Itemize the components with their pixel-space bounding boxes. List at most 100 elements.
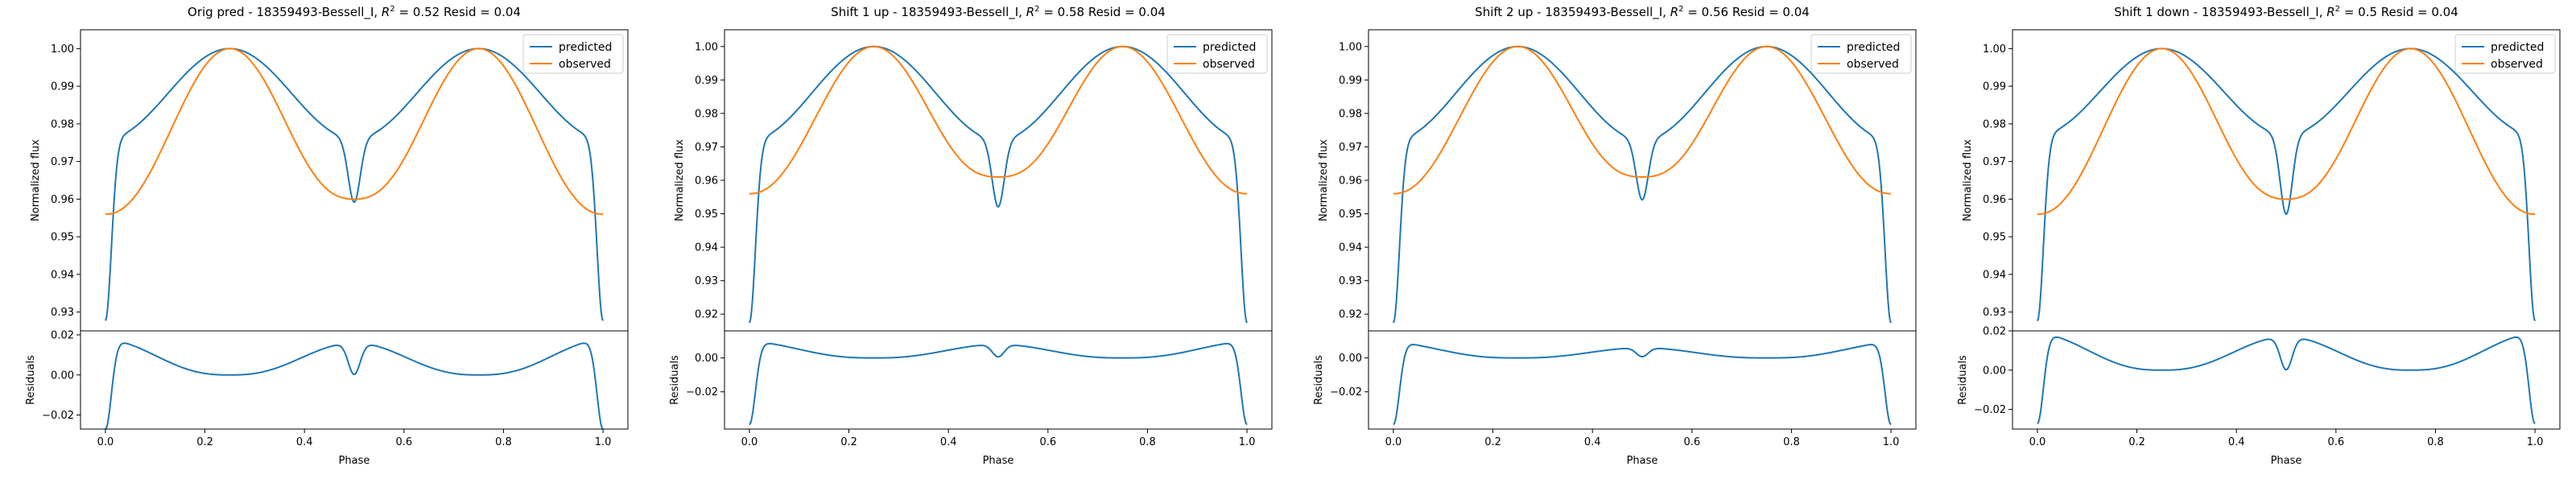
y-tick-label: 0.96 bbox=[1339, 175, 1362, 188]
y-tick-label: 1.00 bbox=[1339, 41, 1362, 53]
y-tick-label: 0.97 bbox=[695, 142, 718, 154]
y-tick-label: 1.00 bbox=[695, 41, 718, 53]
chart-title: Shift 2 up - 18359493-Bessell_I, R2 = 0.… bbox=[1475, 5, 1810, 20]
chart-panel-1: Orig pred - 18359493-Bessell_I, R2 = 0.5… bbox=[25, 5, 629, 467]
legend-label: observed bbox=[559, 58, 611, 71]
x-tick-label: 1.0 bbox=[595, 436, 612, 448]
x-tick-label: 0.6 bbox=[2327, 436, 2344, 448]
y-tick-label: 0.93 bbox=[695, 275, 718, 287]
bottom-axes-frame bbox=[1368, 330, 1917, 430]
series-residual-line bbox=[749, 342, 1248, 426]
x-tick-label: 0.0 bbox=[2029, 436, 2046, 448]
chart-panel-4: Shift 1 down - 18359493-Bessell_I, R2 = … bbox=[1957, 5, 2561, 467]
y-tick-label: 0.94 bbox=[1339, 242, 1362, 254]
y-tick-label: 0.94 bbox=[1983, 269, 2006, 281]
legend-label: predicted bbox=[559, 41, 612, 54]
legend-label: observed bbox=[1203, 58, 1255, 71]
x-tick-label: 0.4 bbox=[940, 436, 957, 448]
y-tick-label: 0.98 bbox=[1339, 108, 1362, 120]
y-tick-label: 0.00 bbox=[1983, 365, 2006, 377]
legend-label: predicted bbox=[1203, 41, 1256, 54]
x-tick-label: 0.0 bbox=[1385, 436, 1402, 448]
y-axis-label-bottom: Residuals bbox=[1313, 355, 1325, 405]
y-tick-label: −0.02 bbox=[1330, 386, 1362, 398]
series-observed-line bbox=[2037, 47, 2536, 216]
y-axis-label-top: Normalized flux bbox=[1318, 139, 1330, 221]
y-axis-label-top: Normalized flux bbox=[1962, 139, 1974, 221]
y-tick-label: 0.00 bbox=[695, 353, 718, 365]
x-tick-label: 0.4 bbox=[1584, 436, 1601, 448]
y-axis-label-bottom: Residuals bbox=[669, 355, 681, 405]
top-axes-frame bbox=[724, 29, 1273, 332]
bottom-axes-frame bbox=[80, 330, 629, 430]
y-axis-label-top: Normalized flux bbox=[674, 139, 686, 221]
series-predicted-line bbox=[2036, 47, 2537, 321]
legend-label: observed bbox=[2491, 58, 2543, 71]
y-tick-label: 0.95 bbox=[1983, 232, 2006, 244]
y-tick-label: 0.98 bbox=[695, 108, 718, 120]
series-predicted-line bbox=[104, 47, 605, 321]
legend-label: predicted bbox=[1847, 41, 1900, 54]
x-tick-label: 0.2 bbox=[1484, 436, 1501, 448]
x-tick-label: 1.0 bbox=[1883, 436, 1900, 448]
y-tick-label: 0.99 bbox=[1339, 75, 1362, 87]
y-axis-label-bottom: Residuals bbox=[1957, 355, 1969, 405]
y-tick-label: −0.02 bbox=[42, 410, 74, 422]
y-tick-label: −0.02 bbox=[686, 386, 718, 398]
x-tick-label: 0.6 bbox=[1683, 436, 1700, 448]
series-observed-line bbox=[749, 45, 1248, 195]
y-tick-label: 0.95 bbox=[1339, 208, 1362, 221]
bottom-axes-frame bbox=[2012, 330, 2561, 430]
x-tick-label: 1.0 bbox=[1239, 436, 1256, 448]
chart-panel-3: Shift 2 up - 18359493-Bessell_I, R2 = 0.… bbox=[1313, 5, 1917, 467]
y-tick-label: 0.97 bbox=[1339, 142, 1362, 154]
x-tick-label: 0.0 bbox=[97, 436, 114, 448]
legend-label: observed bbox=[1847, 58, 1899, 71]
y-tick-label: 1.00 bbox=[51, 43, 74, 56]
y-tick-label: 0.99 bbox=[695, 75, 718, 87]
series-observed-line bbox=[1393, 45, 1892, 195]
y-tick-label: 0.93 bbox=[1983, 307, 2006, 319]
bottom-axes-frame bbox=[724, 330, 1273, 430]
x-tick-label: 0.6 bbox=[1039, 436, 1056, 448]
chart-title: Orig pred - 18359493-Bessell_I, R2 = 0.5… bbox=[188, 5, 521, 20]
top-axes-frame bbox=[1368, 29, 1917, 332]
y-tick-label: 0.96 bbox=[1983, 194, 2006, 206]
series-observed-line bbox=[105, 47, 604, 216]
chart-title: Shift 1 up - 18359493-Bessell_I, R2 = 0.… bbox=[831, 5, 1166, 20]
x-tick-label: 0.4 bbox=[2228, 436, 2245, 448]
y-tick-label: 0.95 bbox=[695, 208, 718, 221]
y-tick-label: 0.95 bbox=[51, 232, 74, 244]
y-tick-label: 0.94 bbox=[695, 242, 718, 254]
y-tick-label: 0.98 bbox=[1983, 118, 2006, 130]
legend-label: predicted bbox=[2491, 41, 2544, 54]
y-tick-label: 0.00 bbox=[1339, 353, 1362, 365]
y-tick-label: 0.94 bbox=[51, 269, 74, 281]
y-tick-label: 0.97 bbox=[1983, 156, 2006, 168]
series-residual-line bbox=[105, 342, 604, 429]
series-predicted-line bbox=[748, 45, 1249, 324]
x-tick-label: 0.6 bbox=[395, 436, 412, 448]
chart-panel-2: Shift 1 up - 18359493-Bessell_I, R2 = 0.… bbox=[669, 5, 1273, 467]
series-residual-line bbox=[1393, 344, 1892, 426]
series-predicted-line bbox=[1392, 45, 1893, 324]
x-tick-label: 0.2 bbox=[840, 436, 857, 448]
y-tick-label: 0.99 bbox=[51, 81, 74, 93]
y-tick-label: 0.99 bbox=[1983, 81, 2006, 93]
x-tick-label: 0.8 bbox=[1139, 436, 1156, 448]
x-tick-label: 0.8 bbox=[495, 436, 512, 448]
x-tick-label: 0.2 bbox=[196, 436, 213, 448]
x-tick-label: 1.0 bbox=[2527, 436, 2544, 448]
x-tick-label: 0.8 bbox=[2427, 436, 2444, 448]
y-tick-label: 0.92 bbox=[695, 309, 718, 321]
top-axes-frame bbox=[80, 29, 629, 332]
x-tick-label: 0.2 bbox=[2128, 436, 2145, 448]
y-tick-label: 0.02 bbox=[51, 329, 74, 341]
x-tick-label: 0.4 bbox=[296, 436, 313, 448]
y-tick-label: 0.93 bbox=[1339, 275, 1362, 287]
x-axis-label: Phase bbox=[1627, 455, 1658, 467]
y-tick-label: 0.96 bbox=[51, 194, 74, 206]
x-axis-label: Phase bbox=[983, 455, 1014, 467]
y-tick-label: 0.97 bbox=[51, 156, 74, 168]
